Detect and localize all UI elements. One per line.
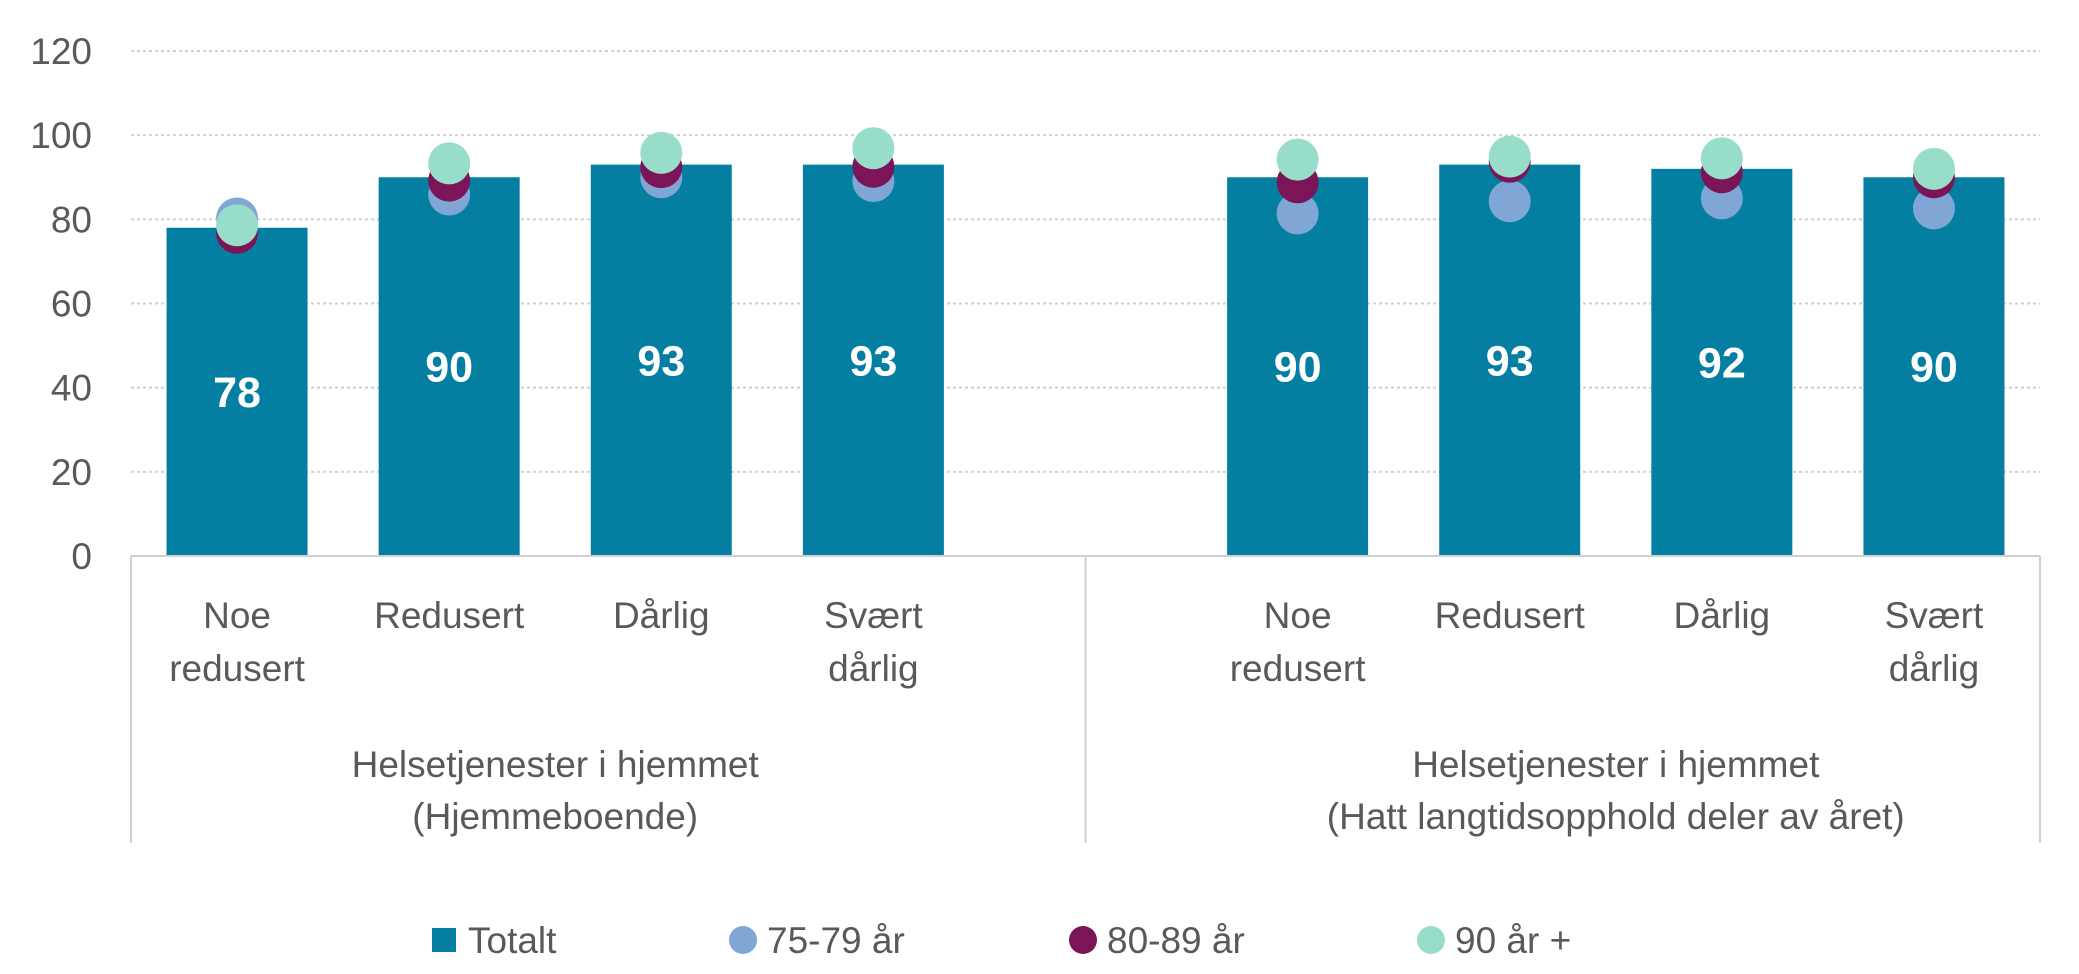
group-label: (Hatt langtidsopphold deler av året)	[1327, 796, 1905, 837]
group-label: Helsetjenester i hjemmet	[1412, 744, 1820, 785]
dot-90-r-	[852, 127, 895, 170]
bar	[1227, 177, 1369, 556]
y-tick-label: 120	[30, 31, 92, 72]
y-axis-ticks: 0 20 40 60 80 100 120	[30, 31, 92, 577]
dot-90-r-	[1276, 138, 1319, 181]
category-label: Dårlig	[613, 595, 710, 636]
category-label: Noe	[1264, 595, 1332, 636]
category-label: Dårlig	[1674, 595, 1771, 636]
dot-90-r-	[1488, 135, 1531, 178]
bar-label: 90	[1274, 344, 1322, 392]
legend-swatch	[432, 928, 456, 952]
bar-label: 78	[213, 369, 261, 417]
category-label: dårlig	[828, 648, 919, 689]
bar-label: 93	[637, 337, 685, 385]
x-axis: Noe redusert Redusert Dårlig Svært dårlig Hels…	[130, 555, 2041, 843]
dot-90-r-	[428, 142, 471, 185]
bar	[166, 227, 308, 556]
bar	[1651, 168, 1793, 557]
legend-swatch	[729, 926, 757, 954]
y-tick-label: 80	[51, 199, 92, 240]
dots	[216, 127, 1955, 254]
bar	[378, 177, 520, 556]
group-label: (Hjemmeboende)	[412, 796, 698, 837]
bar	[590, 164, 732, 556]
dot-90-r-	[216, 204, 259, 247]
legend: Totalt 75-79 år 80-89 år 90 år +	[432, 920, 1571, 961]
bars	[166, 164, 2005, 557]
bar-labels: 78 90 93 93 90 93 92 90	[213, 337, 1958, 417]
legend-label: 90 år +	[1455, 920, 1571, 961]
category-label: redusert	[1230, 648, 1366, 689]
category-label: Noe	[203, 595, 271, 636]
category-label: redusert	[169, 648, 305, 689]
dot-75-79-r	[1488, 180, 1531, 223]
y-tick-label: 40	[51, 368, 92, 409]
dot-75-79-r	[1276, 192, 1319, 235]
category-label: Svært	[824, 595, 923, 636]
dot-75-79-r	[1912, 187, 1955, 230]
dot-90-r-	[640, 131, 683, 174]
bar-label: 92	[1698, 339, 1746, 387]
category-label: Redusert	[374, 595, 525, 636]
bar-label: 90	[1910, 344, 1958, 392]
legend-label: 75-79 år	[767, 920, 905, 961]
bar	[802, 164, 944, 556]
y-tick-label: 20	[51, 452, 92, 493]
legend-label: Totalt	[468, 920, 557, 961]
category-label: Redusert	[1435, 595, 1586, 636]
bar	[1863, 177, 2005, 556]
category-label: Svært	[1885, 595, 1984, 636]
legend-swatch	[1069, 926, 1097, 954]
y-tick-label: 100	[30, 115, 92, 156]
dot-90-r-	[1700, 137, 1743, 180]
category-label: dårlig	[1889, 648, 1980, 689]
bar-label: 93	[849, 337, 897, 385]
group-label: Helsetjenester i hjemmet	[352, 744, 760, 785]
dot-90-r-	[1912, 147, 1955, 190]
y-tick-label: 0	[71, 536, 92, 577]
bar	[1439, 164, 1581, 556]
legend-swatch	[1417, 926, 1445, 954]
y-tick-label: 60	[51, 284, 92, 325]
bar-label: 90	[425, 344, 473, 392]
legend-label: 80-89 år	[1107, 920, 1245, 961]
bar-label: 93	[1486, 337, 1534, 385]
